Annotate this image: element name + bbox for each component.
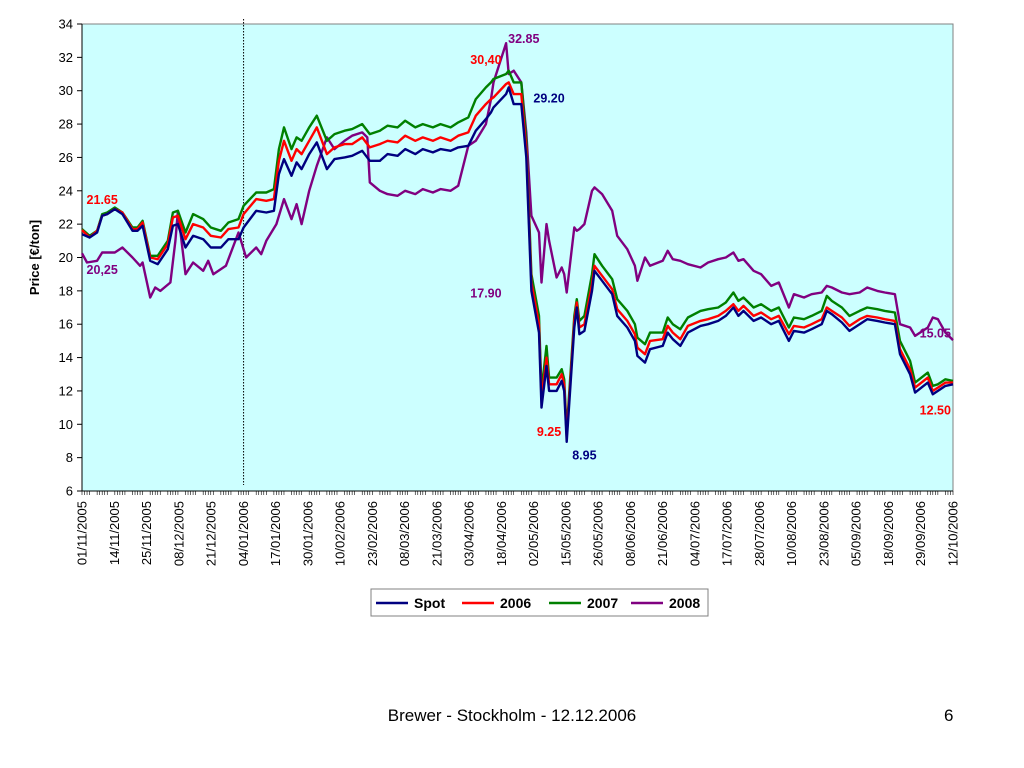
y-tick-label: 18 [59, 283, 73, 298]
y-tick-label: 6 [66, 484, 73, 499]
x-tick-label: 04/01/2006 [236, 501, 251, 566]
data-annotation: 8.95 [572, 448, 596, 462]
y-tick-label: 24 [59, 183, 73, 198]
x-tick-label: 23/08/2006 [816, 501, 831, 566]
x-tick-label: 28/07/2006 [752, 501, 767, 566]
plot-area [81, 23, 954, 492]
y-tick-label: 20 [59, 250, 73, 265]
x-tick-label: 30/01/2006 [300, 501, 315, 566]
series-line-2008 [80, 42, 954, 341]
tick-marks [81, 24, 954, 495]
x-tick-label: 21/06/2006 [655, 501, 670, 566]
y-tick-label: 26 [59, 150, 73, 165]
series-lines [80, 42, 954, 443]
y-tick-label: 22 [59, 217, 73, 232]
series-line-2006 [81, 81, 953, 438]
data-annotation: 17.90 [470, 287, 501, 301]
y-tick-label: 16 [59, 317, 73, 332]
data-annotation: 29.20 [533, 91, 564, 105]
x-tick-label: 18/04/2006 [494, 501, 509, 566]
slide-footer: Brewer - Stockholm - 12.12.2006 [387, 706, 637, 725]
x-tick-label: 14/11/2005 [107, 501, 122, 565]
x-axis: 01/11/2005 14/11/2005 25/11/2005 08/12/2005… [75, 501, 961, 566]
y-tick-label: 8 [66, 450, 73, 465]
x-tick-label: 08/06/2006 [623, 501, 638, 566]
legend-label-spot: Spot [414, 595, 445, 611]
y-tick-label: 32 [59, 50, 73, 65]
x-tick-label: 17/07/2006 [720, 501, 735, 566]
data-annotation: 12.50 [920, 403, 951, 417]
series-line-2007 [81, 69, 954, 433]
y-tick-label: 12 [59, 383, 73, 398]
data-annotation: 32.85 [508, 32, 539, 46]
x-tick-label: 15/05/2006 [558, 501, 573, 566]
x-tick-label: 26/05/2006 [591, 501, 606, 566]
x-tick-label: 10/02/2006 [333, 501, 348, 566]
annotations: 21.65 20,25 30,40 32.85 29.20 17.90 9.25 8.95 15… [87, 32, 951, 462]
y-axis: 6 8 10 12 14 16 18 20 22 24 26 28 30 32 34 [59, 17, 82, 499]
x-tick-label: 12/10/2006 [946, 501, 961, 566]
x-tick-label: 10/08/2006 [784, 501, 799, 566]
legend: Spot 2006 2007 2008 [370, 588, 709, 617]
data-annotation: 21.65 [87, 193, 118, 207]
legend-label-2006: 2006 [500, 595, 531, 611]
legend-label-2008: 2008 [669, 595, 700, 611]
y-tick-label: 30 [59, 83, 73, 98]
x-tick-label: 25/11/2005 [139, 501, 154, 565]
y-tick-label: 28 [59, 117, 73, 132]
y-tick-label: 10 [59, 417, 73, 432]
x-tick-label: 05/09/2006 [849, 501, 864, 566]
y-axis-label: Price [€/ton] [27, 220, 42, 295]
x-tick-label: 23/02/2006 [365, 501, 380, 566]
price-chart: 6 8 10 12 14 16 18 20 22 24 26 28 30 32 34 01/11/2005 1… [27, 17, 961, 617]
x-tick-label: 21/12/2005 [204, 501, 219, 566]
legend-label-2007: 2007 [587, 595, 618, 611]
x-tick-label: 02/05/2006 [526, 501, 541, 566]
data-annotation: 30,40 [470, 53, 501, 67]
x-tick-label: 08/12/2005 [171, 501, 186, 566]
x-tick-label: 04/07/2006 [687, 501, 702, 566]
y-tick-label: 34 [59, 17, 73, 32]
x-tick-label: 18/09/2006 [881, 501, 896, 566]
x-tick-label: 08/03/2006 [397, 501, 412, 566]
series-line-spot [81, 86, 954, 443]
data-annotation: 20,25 [87, 263, 118, 277]
x-tick-label: 29/09/2006 [913, 501, 928, 566]
x-tick-label: 01/11/2005 [75, 501, 90, 565]
x-tick-label: 21/03/2006 [429, 501, 444, 566]
data-annotation: 9.25 [537, 425, 561, 439]
y-tick-label: 14 [59, 350, 73, 365]
x-tick-label: 17/01/2006 [268, 501, 283, 566]
x-tick-label: 03/04/2006 [462, 501, 477, 566]
page-number: 6 [944, 706, 954, 725]
data-annotation: 15.05 [920, 327, 951, 341]
